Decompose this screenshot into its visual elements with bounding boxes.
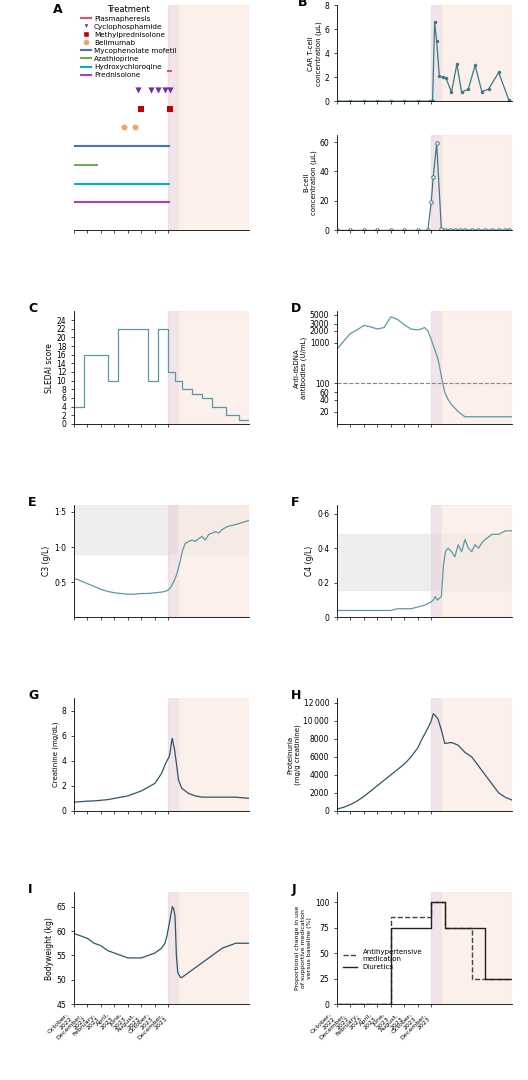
Point: [154, 81, 163, 98]
Text: B: B: [298, 0, 308, 9]
Text: E: E: [29, 496, 37, 509]
Bar: [178, 699, 249, 811]
Point: [120, 119, 129, 136]
Bar: [431, 5, 441, 102]
Antihypertensive
medication: [441, 921, 448, 934]
Text: H: H: [291, 689, 301, 702]
Antihypertensive
medication: [388, 912, 394, 924]
Bar: [168, 699, 178, 811]
Line: Diuretics: Diuretics: [337, 902, 512, 1004]
Point: [134, 81, 142, 98]
Y-axis label: CAR T-cell
concentration (µL): CAR T-cell concentration (µL): [308, 21, 322, 85]
Diuretics: [428, 921, 435, 934]
Point: [161, 81, 169, 98]
Y-axis label: Creatinine (mg/dL): Creatinine (mg/dL): [52, 721, 59, 787]
Bar: [168, 892, 178, 1004]
Bar: [178, 504, 249, 618]
Antihypertensive
medication: [388, 998, 394, 1011]
Diuretics: [441, 895, 448, 908]
Bar: [168, 311, 178, 424]
Text: C: C: [29, 302, 37, 315]
Bar: [337, 535, 512, 590]
Legend: Antihypertensive
medication, Diuretics: Antihypertensive medication, Diuretics: [341, 946, 425, 973]
Point: [130, 119, 139, 136]
Diuretics: [388, 921, 394, 934]
Text: F: F: [291, 496, 300, 509]
Diuretics: [441, 921, 448, 934]
Bar: [441, 504, 512, 618]
Bar: [441, 5, 512, 102]
Text: A: A: [53, 3, 62, 16]
Bar: [168, 504, 178, 618]
Antihypertensive
medication: [428, 912, 435, 924]
Bar: [441, 699, 512, 811]
Y-axis label: Proportional change in use
of supportive medication
versus baseline (%): Proportional change in use of supportive…: [295, 906, 312, 990]
Bar: [431, 135, 441, 230]
Diuretics: [428, 895, 435, 908]
Diuretics: [482, 921, 488, 934]
Bar: [178, 311, 249, 424]
Text: J: J: [291, 883, 296, 896]
Diuretics: [509, 972, 515, 985]
Legend: Plasmapheresis, Cyclophosphamide, Methylprednisolone, Belimumab, Mycophenolate m: Plasmapheresis, Cyclophosphamide, Methyl…: [81, 4, 177, 78]
Y-axis label: Bodyweight (kg): Bodyweight (kg): [45, 917, 54, 980]
Bar: [441, 135, 512, 230]
Bar: [178, 5, 249, 230]
Diuretics: [334, 998, 340, 1011]
Antihypertensive
medication: [468, 921, 475, 934]
Antihypertensive
medication: [428, 895, 435, 908]
Diuretics: [388, 998, 394, 1011]
Bar: [431, 504, 441, 618]
Line: Antihypertensive
medication: Antihypertensive medication: [337, 902, 512, 1004]
Antihypertensive
medication: [468, 972, 475, 985]
Bar: [431, 311, 441, 424]
Text: I: I: [29, 883, 33, 896]
Y-axis label: SLEDAI score: SLEDAI score: [45, 342, 54, 393]
Antihypertensive
medication: [334, 998, 340, 1011]
Bar: [178, 892, 249, 1004]
Bar: [168, 5, 178, 230]
Point: [165, 99, 174, 117]
Y-axis label: Anti-dsDNA
antibodies (U/mL): Anti-dsDNA antibodies (U/mL): [294, 337, 307, 399]
Antihypertensive
medication: [441, 895, 448, 908]
Point: [165, 81, 174, 98]
Y-axis label: B-cell
concentration (µL): B-cell concentration (µL): [303, 150, 317, 215]
Bar: [441, 311, 512, 424]
Point: [147, 81, 156, 98]
Y-axis label: C4 (g/L): C4 (g/L): [305, 546, 314, 577]
Y-axis label: Proteinuria
(mg/g creatinine): Proteinuria (mg/g creatinine): [287, 725, 301, 785]
Text: G: G: [29, 689, 39, 702]
Y-axis label: C3 (g/L): C3 (g/L): [42, 546, 51, 577]
Antihypertensive
medication: [509, 972, 515, 985]
Bar: [441, 892, 512, 1004]
Diuretics: [482, 972, 488, 985]
Bar: [74, 490, 249, 554]
Bar: [431, 892, 441, 1004]
Point: [137, 99, 146, 117]
Bar: [431, 699, 441, 811]
Text: D: D: [291, 302, 301, 315]
